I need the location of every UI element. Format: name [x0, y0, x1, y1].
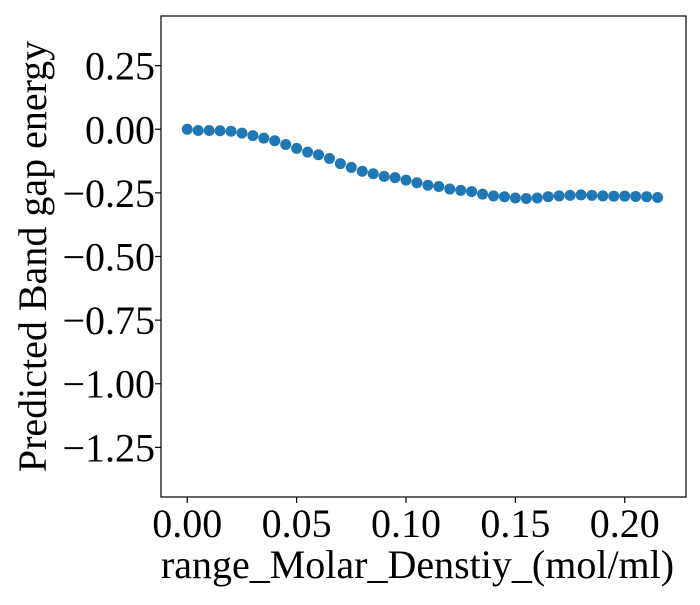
x-axis-ticks: 0.00 0.05 0.10 0.15 0.20	[152, 497, 660, 546]
data-point	[509, 192, 521, 204]
data-point	[214, 125, 226, 137]
data-point	[477, 188, 489, 200]
y-tick-label: −0.50	[62, 235, 155, 280]
x-tick-label: 0.20	[590, 501, 660, 546]
y-tick-label: −0.25	[62, 171, 155, 216]
data-point	[378, 170, 390, 182]
data-point	[498, 191, 510, 203]
data-point	[181, 123, 193, 135]
x-tick-label: 0.10	[371, 501, 441, 546]
data-point	[269, 135, 281, 147]
plot-frame	[160, 15, 687, 498]
data-point	[553, 190, 565, 202]
data-point	[619, 190, 631, 202]
data-points	[181, 123, 664, 204]
data-point	[313, 149, 324, 161]
data-point	[575, 189, 587, 201]
data-point	[444, 183, 456, 195]
y-axis-label: Predicted Band gap energy	[10, 41, 55, 472]
data-point	[302, 146, 314, 158]
data-point	[367, 168, 379, 180]
data-point	[411, 177, 423, 189]
data-point	[488, 190, 499, 202]
y-tick-label: −1.25	[62, 425, 155, 470]
data-point	[389, 172, 401, 184]
data-point	[258, 132, 270, 144]
data-point	[466, 186, 478, 198]
x-axis-label: range_Molar_Denstiy_(mol/ml)	[161, 542, 674, 587]
data-point	[203, 125, 215, 137]
data-point	[608, 190, 620, 202]
x-tick-label: 0.15	[480, 501, 550, 546]
data-point	[291, 142, 303, 154]
y-tick-label: 0.25	[85, 44, 155, 89]
data-point	[542, 191, 554, 203]
data-point	[247, 130, 259, 142]
data-point	[236, 127, 248, 139]
y-tick-label: −1.00	[62, 362, 155, 407]
data-point	[641, 191, 653, 203]
data-point	[192, 125, 204, 137]
data-point	[531, 192, 543, 204]
data-point	[345, 161, 357, 173]
data-point	[400, 174, 412, 186]
data-point	[225, 125, 237, 137]
y-axis-ticks: 0.25 0.00 −0.25 −0.50 −0.75 −1.00 −1.25	[62, 44, 161, 470]
data-point	[356, 165, 368, 177]
data-point	[630, 190, 642, 202]
data-point	[564, 189, 576, 201]
data-point	[586, 189, 598, 201]
data-point	[455, 184, 467, 196]
x-tick-label: 0.00	[152, 501, 222, 546]
x-tick-label: 0.05	[262, 501, 332, 546]
y-tick-label: 0.00	[85, 107, 155, 152]
data-point	[433, 181, 445, 193]
y-tick-label: −0.75	[62, 298, 155, 343]
data-point	[422, 179, 434, 191]
data-point	[334, 158, 346, 170]
data-point	[597, 190, 609, 202]
data-point	[280, 139, 292, 151]
data-point	[652, 191, 664, 203]
data-point	[323, 153, 335, 165]
data-point	[520, 192, 532, 204]
